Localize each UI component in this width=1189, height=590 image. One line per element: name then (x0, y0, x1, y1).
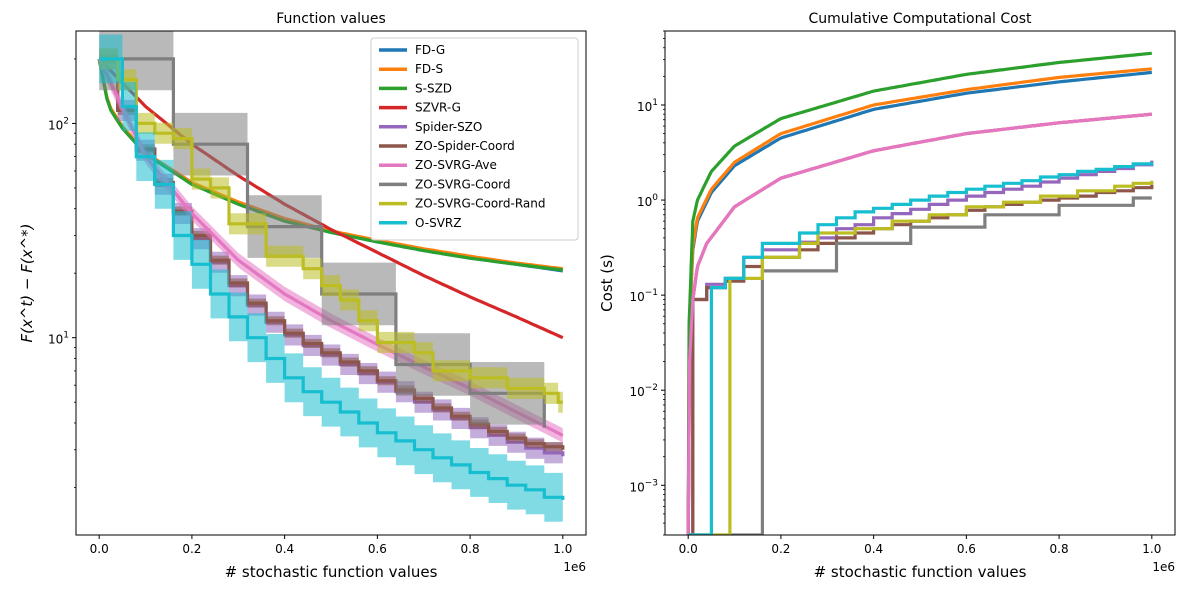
line-fd-s (686, 67, 1152, 535)
legend-entry-o-svrz: O-SVRZ (415, 216, 462, 230)
y-tick-label: 10−3 (629, 478, 658, 494)
axes-frame (664, 30, 1176, 536)
line-o-svrz (688, 162, 1154, 535)
line-zo-spider-coord (688, 184, 1154, 535)
series-zo-spider-coord (688, 184, 1154, 535)
series-s-szd (686, 51, 1152, 535)
legend: FD-G FD-S S-SZD SZVR-G Spider-SZO ZO-Spider-C… (370, 37, 579, 241)
line-szvr-g (686, 112, 1152, 535)
series-zo-svrg-ave (686, 112, 1152, 535)
y-tick-label: 102 (48, 116, 69, 132)
axes-frame (75, 30, 587, 536)
line-o-svrz (99, 57, 565, 500)
y-tick-label: 101 (48, 330, 69, 346)
chart-title: Cumulative Computational Cost (808, 11, 1032, 27)
plot-area (686, 51, 1154, 535)
y-axis-label: F(x^t) − F(x^*) (18, 223, 36, 342)
y-tick-label: 100 (637, 193, 658, 209)
legend-entry-zo-svrg-ave: ZO-SVRG-Ave (415, 158, 497, 172)
x-tick-label: 0.2 (182, 542, 201, 556)
legend-entry-fd-s: FD-S (415, 62, 443, 76)
x-tick-label: 0.8 (461, 542, 480, 556)
x-axis-label: # stochastic function values (814, 563, 1027, 581)
y-tick-label: 10−1 (629, 288, 658, 304)
x-tick-label: 0.8 (1050, 542, 1069, 556)
line-zo-svrg-ave (686, 112, 1152, 535)
x-tick-label: 0.2 (771, 542, 790, 556)
series-zo-svrg-coord-rand (99, 48, 563, 413)
legend-entry-szvr-g: SZVR-G (415, 101, 461, 115)
legend-box (370, 37, 579, 241)
series-spider-szo (688, 160, 1154, 535)
chart-panel-1: 0.0 0.2 0.4 0.6 0.8 1.0 1e6 101 102 Function valu… (18, 11, 587, 581)
chart-title: Function values (276, 11, 386, 27)
legend-entry-zo-svrg-coord-rand: ZO-SVRG-Coord-Rand (415, 197, 546, 211)
series-o-svrz (688, 162, 1154, 535)
y-tick-label: 10−2 (629, 383, 658, 399)
line-s-szd (686, 51, 1152, 535)
y-axis-label: Cost (s) (598, 254, 616, 312)
legend-entry-spider-szo: Spider-SZO (415, 120, 482, 134)
y-tick-label: 101 (637, 97, 658, 113)
series-szvr-g (686, 112, 1152, 535)
line-spider-szo (688, 160, 1154, 535)
series-zo-svrg-coord (688, 196, 1152, 535)
legend-entry-zo-spider-coord: ZO-Spider-Coord (415, 139, 515, 153)
legend-entry-zo-svrg-coord: ZO-SVRG-Coord (415, 177, 511, 191)
band-o-svrz (99, 34, 563, 525)
plot-area (97, 31, 565, 525)
series-o-svrz (99, 34, 565, 525)
x-tick-label: 0.6 (368, 542, 387, 556)
x-tick-label: 1.0 (1142, 542, 1161, 556)
x-tick-label: 0.0 (679, 542, 698, 556)
series-zo-svrg-coord-rand (688, 180, 1154, 535)
line-zo-svrg-coord-rand (688, 180, 1154, 535)
x-tick-label: 0.0 (90, 542, 109, 556)
chart-panel-2: 0.0 0.2 0.4 0.6 0.8 1.0 1e6 10−3 10−2 10−1 100 101 C… (598, 11, 1176, 581)
x-tick-label: 1.0 (553, 542, 572, 556)
x-multiplier-label: 1e6 (1152, 560, 1175, 574)
x-tick-label: 0.4 (275, 542, 294, 556)
legend-entry-fd-g: FD-G (415, 43, 445, 57)
line-zo-svrg-coord (688, 196, 1152, 535)
x-tick-label: 0.4 (864, 542, 883, 556)
series-fd-s (686, 67, 1152, 535)
x-multiplier-label: 1e6 (563, 560, 586, 574)
line-zo-svrg-coord-rand (99, 57, 563, 404)
legend-entry-s-szd: S-SZD (415, 81, 452, 95)
x-tick-label: 0.6 (957, 542, 976, 556)
x-axis-label: # stochastic function values (225, 563, 438, 581)
